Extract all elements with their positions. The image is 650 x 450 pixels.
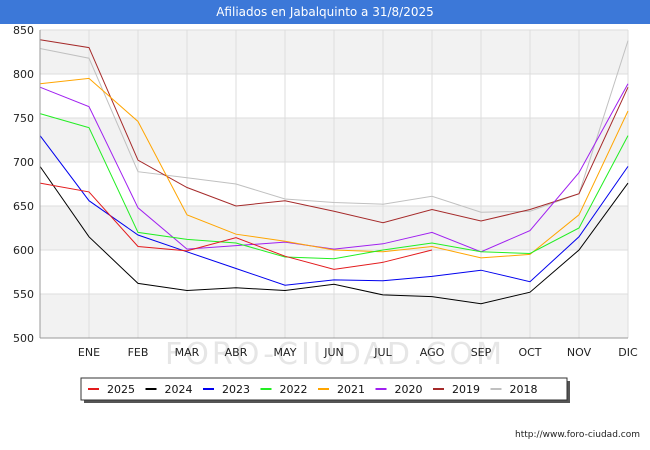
legend-label-2018: 2018 xyxy=(510,383,538,396)
source-url: http://www.foro-ciudad.com xyxy=(515,430,640,440)
x-tick-jul: JUL xyxy=(373,346,392,359)
series-line-2025 xyxy=(39,182,433,270)
x-tick-mar: MAR xyxy=(175,346,200,359)
x-tick-abr: ABR xyxy=(225,346,248,359)
legend-label-2019: 2019 xyxy=(452,383,480,396)
y-tick-750: 750 xyxy=(13,112,34,125)
x-tick-oct: OCT xyxy=(518,346,541,359)
x-tick-ene: ENE xyxy=(78,346,100,359)
series-line-2022 xyxy=(39,113,629,260)
legend-label-2022: 2022 xyxy=(280,383,308,396)
x-tick-jun: JUN xyxy=(323,346,344,359)
series-line-2024 xyxy=(39,166,629,305)
chart-title: Afiliados en Jabalquinto a 31/8/2025 xyxy=(0,0,650,24)
series-line-2021 xyxy=(39,77,629,259)
y-axis-ticks: 500 550 600 650 700 750 800 850 xyxy=(13,24,34,345)
watermark: FORO-CIUDAD.COM xyxy=(165,337,505,372)
legend-label-2025: 2025 xyxy=(107,383,135,396)
series-lines xyxy=(39,39,629,305)
y-tick-700: 700 xyxy=(13,156,34,169)
series-line-2023 xyxy=(39,135,629,286)
legend: 2025 2024 2023 2022 2021 2020 2019 2018 xyxy=(80,377,570,403)
legend-label-2024: 2024 xyxy=(165,383,193,396)
legend-label-2021: 2021 xyxy=(337,383,365,396)
series-line-2019 xyxy=(39,39,629,224)
legend-label-2020: 2020 xyxy=(395,383,423,396)
y-tick-600: 600 xyxy=(13,244,34,257)
grid-lines xyxy=(40,29,629,339)
y-tick-850: 850 xyxy=(13,24,34,37)
y-tick-550: 550 xyxy=(13,288,34,301)
x-tick-dic: DIC xyxy=(618,346,638,359)
x-tick-nov: NOV xyxy=(567,346,592,359)
y-tick-650: 650 xyxy=(13,200,34,213)
legend-label-2023: 2023 xyxy=(222,383,250,396)
x-tick-feb: FEB xyxy=(128,346,149,359)
series-line-2018 xyxy=(39,40,629,213)
x-tick-ago: AGO xyxy=(420,346,445,359)
x-axis-ticks: ENE FEB MAR ABR MAY JUN JUL AGO SEP OCT NOV DIC xyxy=(78,346,638,359)
y-tick-800: 800 xyxy=(13,68,34,81)
x-tick-may: MAY xyxy=(274,346,297,359)
y-tick-500: 500 xyxy=(13,332,34,345)
series-line-2020 xyxy=(39,83,629,253)
x-tick-sep: SEP xyxy=(471,346,492,359)
